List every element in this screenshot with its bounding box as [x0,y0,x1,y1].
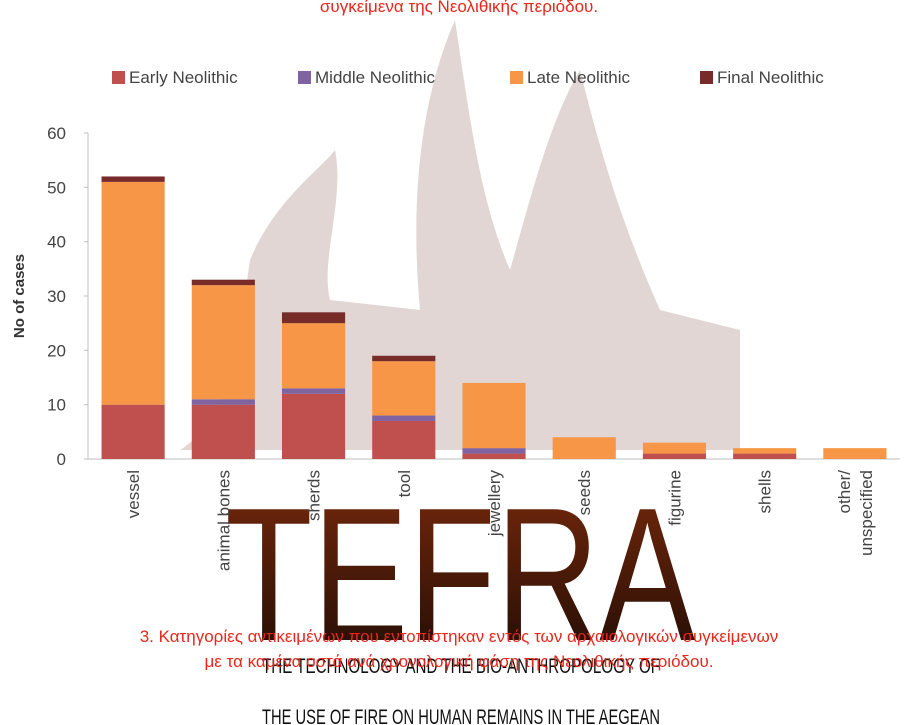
x-tick-label: vessel [124,470,143,518]
x-tick-label: tool [395,470,414,497]
bar-segment [281,312,346,324]
logo-subtitle: THE TECHNOLOGY AND THE BIO-ANTHROPOLOGY … [262,655,660,678]
x-tick-label-line: unspecified [857,470,876,556]
bar-segment [823,448,887,459]
bar-segment [462,382,526,449]
x-tick-label: sherds [305,470,324,521]
y-tick-label: 60 [47,124,66,143]
legend-swatch [112,71,125,84]
legend-label: Early Neolithic [129,68,238,87]
bar-segment [101,176,165,182]
caption: με τα καμένα οστά ανά χρονολογική φάση τ… [205,652,714,671]
y-tick-label: 40 [47,233,66,252]
chart-title: συγκείμενα της Νεολιθικής περιόδου. [320,0,598,16]
bar-segment [101,404,165,459]
bar-segment [191,279,255,286]
bar-segment [281,388,346,394]
x-tick-label: animal bones [214,470,233,571]
y-tick-label: 0 [57,450,66,469]
bar-segment [191,285,255,400]
legend-label: Middle Neolithic [315,68,435,87]
caption: 3. Κατηγορίες αντικειμένων που εντοπίστη… [140,627,779,646]
bar-segment [642,453,707,459]
logo-title: TEFRA [225,469,695,681]
legend-swatch [700,71,713,84]
bar-segment [642,442,707,454]
bar-segment [372,355,436,362]
y-tick-label: 10 [47,396,66,415]
legend-label: Late Neolithic [527,68,631,87]
logo-subtitle: THE USE OF FIRE ON HUMAN REMAINS IN THE … [262,706,660,725]
x-tick-label-line: other/ [835,470,854,514]
y-tick-label: 20 [47,341,66,360]
y-tick-label: 50 [47,178,66,197]
bar-segment [101,181,165,405]
y-tick-label: 30 [47,287,66,306]
logo-flame [180,20,740,450]
bar-segment [372,415,436,421]
bar-segment [552,437,616,459]
y-axis-label: No of cases [11,254,28,338]
bar-segment [281,323,346,389]
bar-segment [462,448,526,454]
bar-segment [281,393,346,459]
bar-segment [462,453,526,459]
legend-label: Final Neolithic [717,68,824,87]
x-tick-label: figurine [665,470,684,526]
bar-segment [733,448,797,454]
x-tick-label: jewellery [485,470,504,538]
bar-segment [191,399,255,405]
bar-segment [372,420,436,459]
bar-segment [372,361,436,416]
legend-swatch [298,71,311,84]
legend-swatch [510,71,523,84]
x-tick-label: other/unspecified [835,470,876,556]
x-tick-label: shells [756,470,775,513]
logo: TEFRA THE TECHNOLOGY AND THE BIO-ANTHROP… [180,20,740,725]
bar-segment [191,404,255,459]
bar-segment [733,453,797,459]
x-tick-label: seeds [575,470,594,515]
